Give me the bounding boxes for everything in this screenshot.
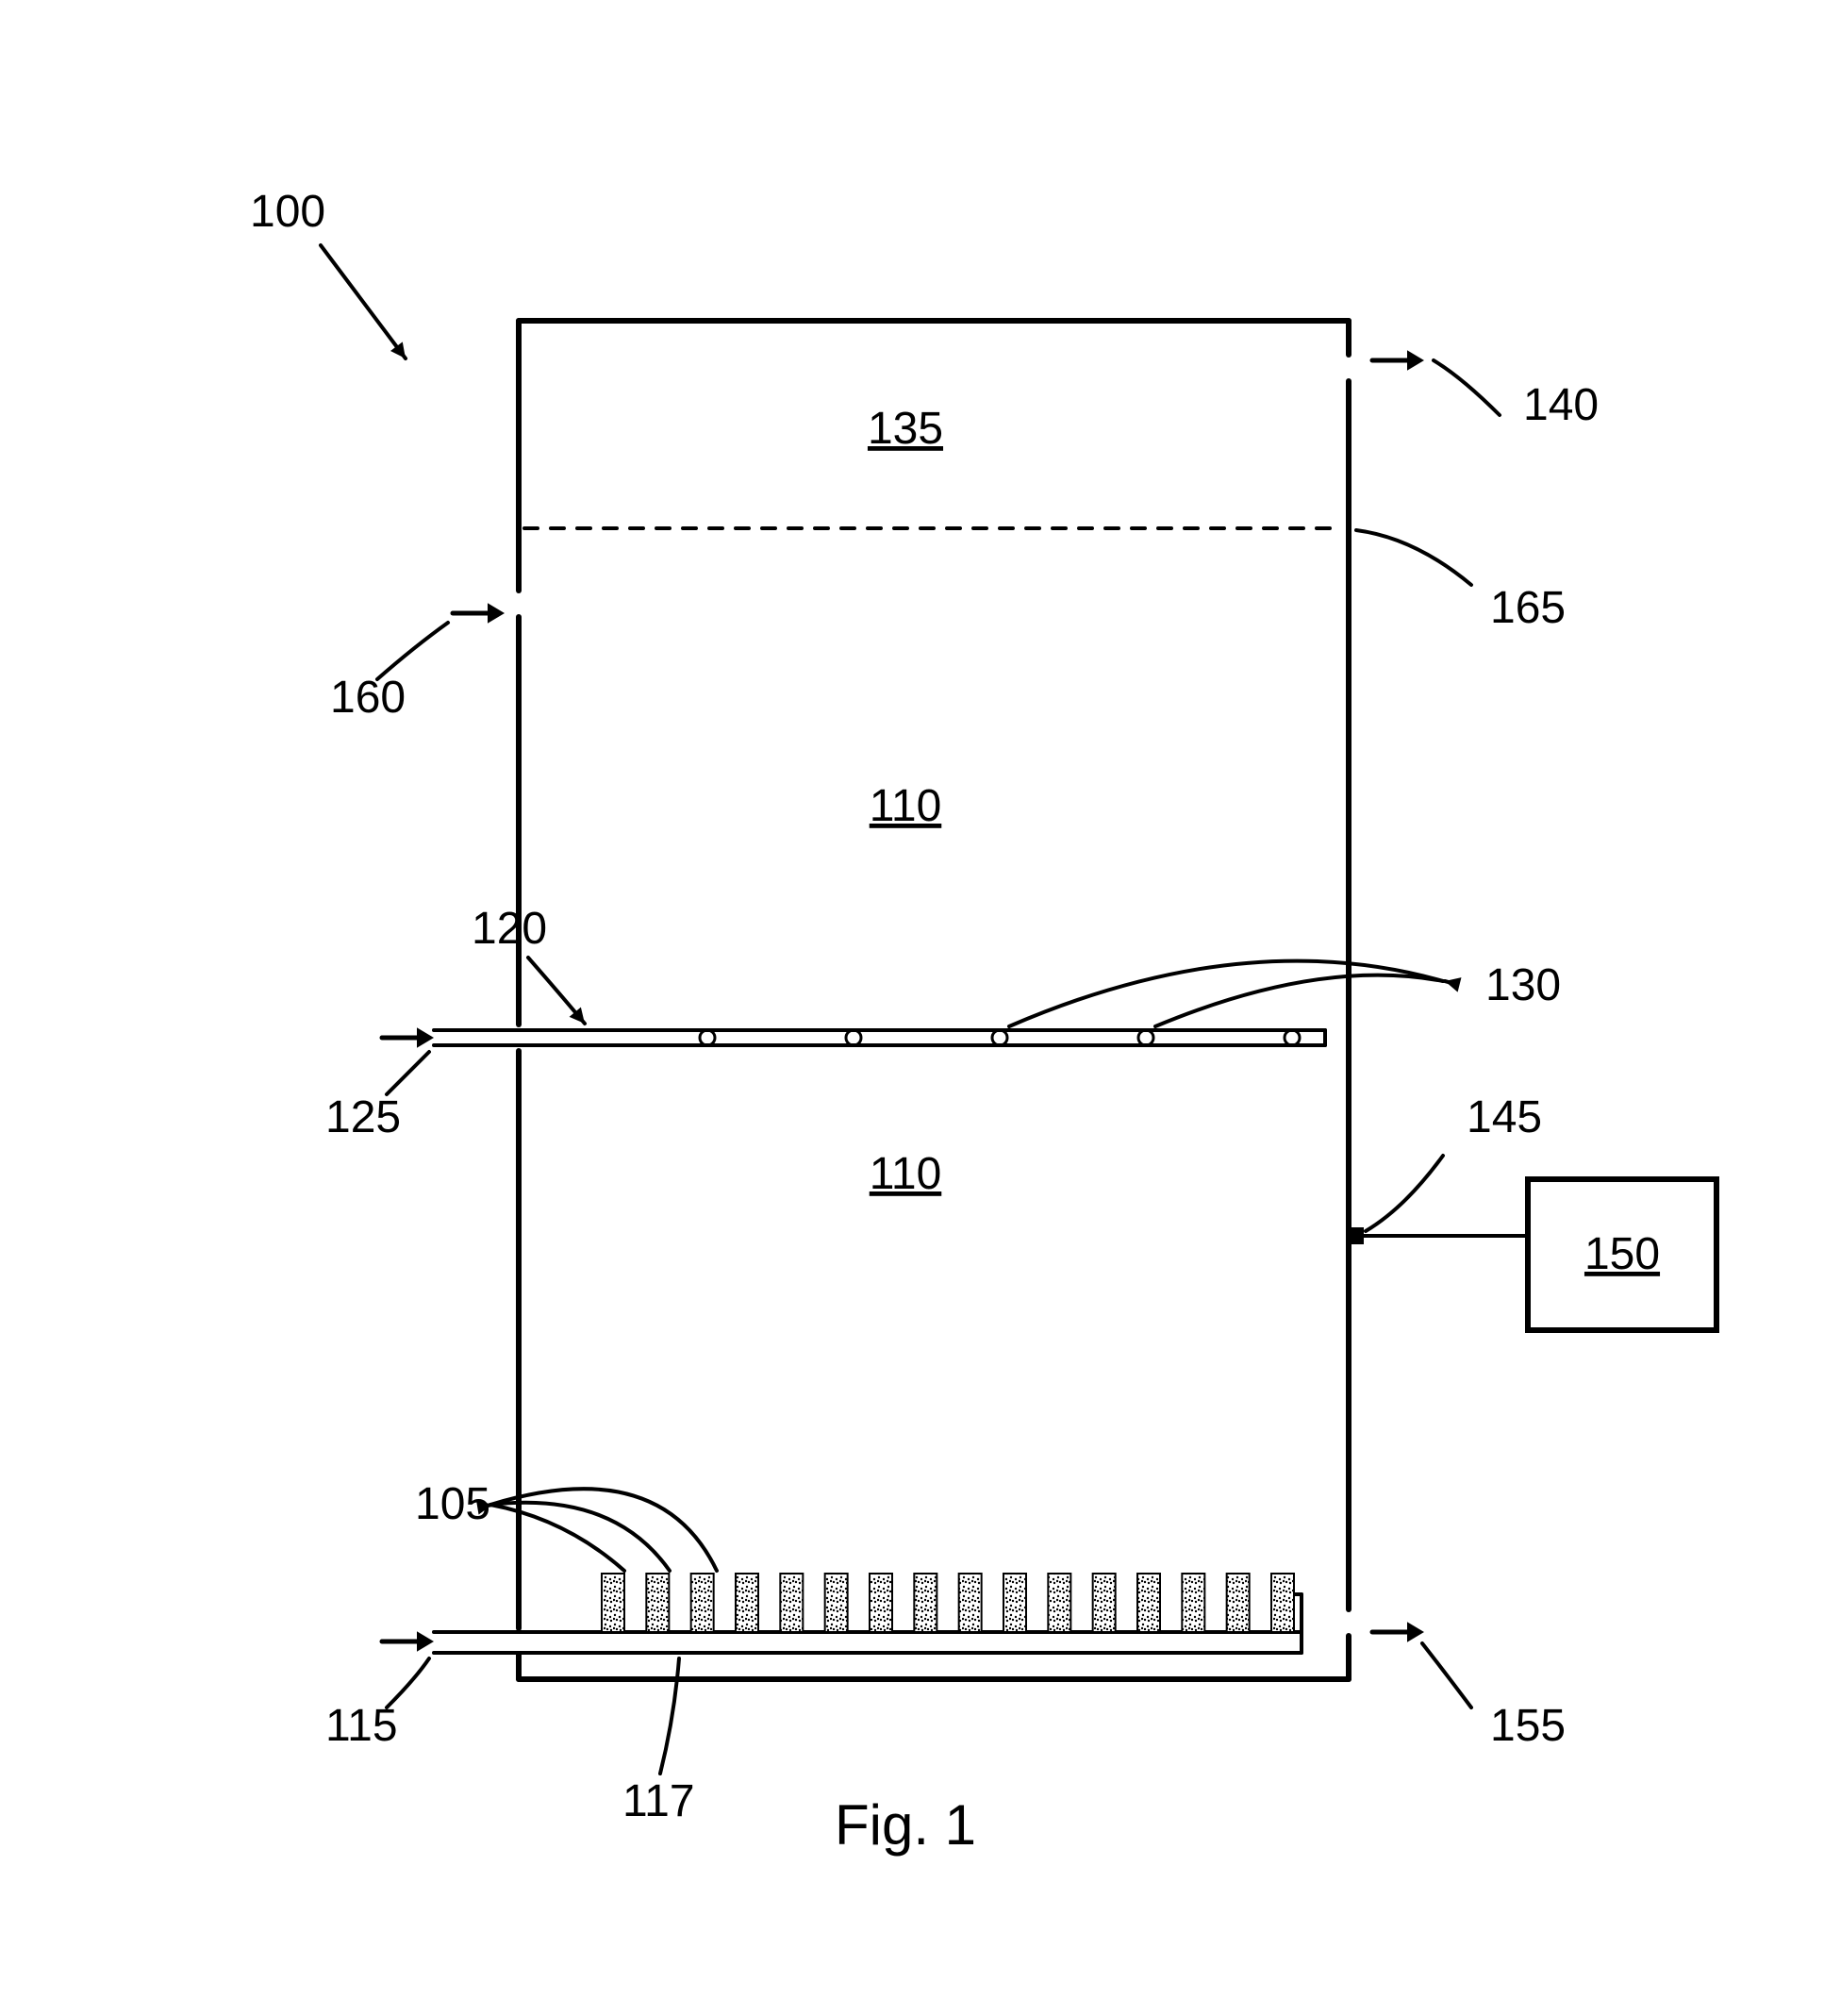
label-l140: 140	[1523, 380, 1599, 430]
label-l160: 160	[330, 673, 406, 723]
label-l120: 120	[472, 904, 547, 954]
figure-caption: Fig. 1	[835, 1793, 976, 1857]
label-l145: 145	[1467, 1092, 1542, 1142]
label-l130: 130	[1485, 960, 1561, 1010]
label-l125: 125	[325, 1092, 401, 1142]
label-l165: 165	[1490, 583, 1566, 633]
label-l155: 155	[1490, 1701, 1566, 1751]
label-l110a: 110	[870, 781, 942, 831]
label-l150: 150	[1584, 1229, 1660, 1279]
label-l115: 115	[325, 1701, 398, 1751]
label-l135: 135	[868, 404, 943, 454]
label-l105: 105	[415, 1479, 490, 1529]
label-l117: 117	[622, 1776, 695, 1826]
label-l110b: 110	[870, 1149, 942, 1199]
label-l100: 100	[250, 187, 325, 237]
